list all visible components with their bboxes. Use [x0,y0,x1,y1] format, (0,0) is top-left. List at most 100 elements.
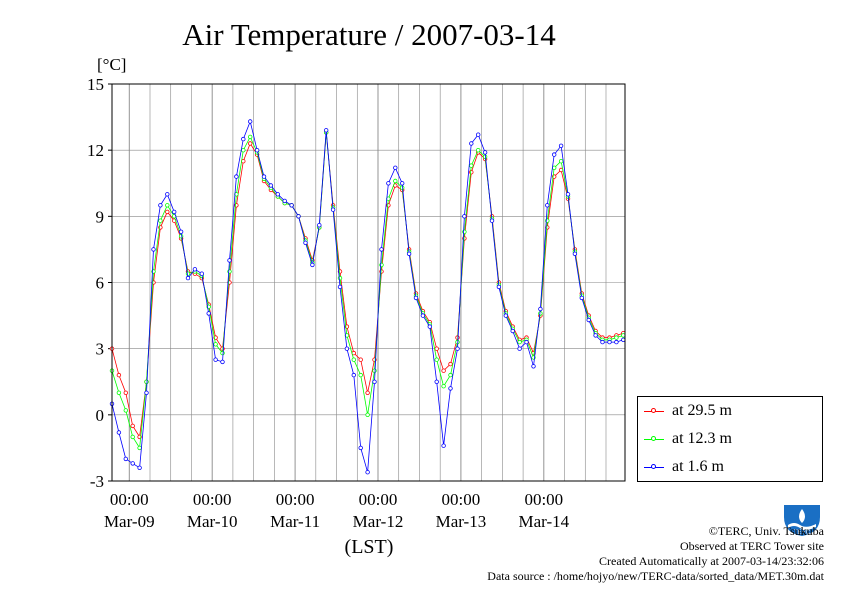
data-point [365,390,370,395]
data-point [337,284,343,290]
data-point [330,207,336,212]
logo-text: TERC [794,530,811,536]
data-point [137,465,142,470]
data-point [199,271,204,276]
data-point [372,379,377,384]
data-point [165,192,170,197]
x-tick-time-label: 00:00 [524,490,563,509]
data-point [400,181,405,186]
data-point [351,372,356,378]
data-point [503,313,508,318]
data-point [165,209,170,215]
data-point [116,372,122,378]
data-point [185,271,191,276]
data-point [393,178,398,184]
data-point [261,174,267,179]
data-point [365,470,370,475]
credits: ©TERC, Univ. Tsukuba Observed at TERC To… [487,524,824,584]
grid-lines [112,84,625,481]
data-point [144,390,149,395]
data-point [586,317,591,323]
data-point [531,364,536,369]
data-point [254,147,260,153]
data-point [220,359,225,365]
series-1 [109,130,626,451]
data-point [552,152,557,157]
data-point [441,384,446,389]
data-point [379,247,384,252]
y-unit-label: [°C] [97,55,126,74]
data-point [545,203,550,208]
data-point [213,342,218,347]
data-point [282,198,287,204]
legend-item-1-6m: at 1.6 m [638,458,724,476]
data-point [351,357,356,362]
data-point [275,192,280,197]
data-point [151,247,156,252]
data-point [434,346,439,351]
data-point [462,214,467,219]
data-point [489,218,495,223]
data-point [406,251,412,256]
data-point [469,141,474,146]
x-axis-label: (LST) [345,536,394,558]
x-tick-time-label: 00:00 [193,490,232,509]
data-point [137,445,142,451]
x-tick-time-label: 00:00 [359,490,398,509]
data-point [476,132,481,137]
y-tick-label: 6 [96,274,105,293]
data-point [393,165,398,170]
x-tick-time-label: 00:00 [110,490,149,509]
data-point [178,229,184,234]
data-point [247,134,253,140]
data-point [600,339,605,345]
created-text: Created Automatically at 2007-03-14/23:3… [599,554,824,568]
legend-swatch-12-3m [644,434,664,444]
x-axis-ticks: 00:00 Mar-09 00:00 Mar-10 00:00 Mar-11 00:00 Ma… [104,490,570,531]
x-tick-day-label: Mar-10 [187,512,238,531]
terc-logo-icon: TERC [784,505,820,536]
data-point [123,390,128,395]
data-point [524,339,529,345]
legend-item-12-3m: at 12.3 m [638,430,732,448]
data-point [303,240,308,245]
data-point [178,233,184,239]
series-2 [109,119,626,475]
data-point [358,357,363,362]
x-tick-time-label: 00:00 [276,490,315,509]
data-point [434,357,439,362]
y-tick-label: -3 [90,472,104,491]
data-point [268,183,274,188]
data-point [365,412,370,417]
data-point [227,258,232,263]
data-point [241,147,246,153]
data-point [247,119,253,124]
data-point [558,158,564,164]
data-point [427,324,432,329]
data-point [558,143,564,148]
data-point [510,328,515,334]
data-point [517,346,522,351]
data-point [441,443,446,448]
data-point [455,346,460,351]
legend-item-29-5m: at 29.5 m [638,402,732,420]
x-tick-day-label: Mar-13 [436,512,487,531]
data-point [469,169,474,175]
plot-frame [111,83,626,482]
series-line [111,132,624,450]
data-point [116,430,122,435]
data-point [448,372,453,378]
data-point [220,350,225,356]
data-point [614,335,619,340]
data-point [227,269,232,274]
data-point [165,203,170,208]
legend-swatch-1-6m [644,462,664,472]
data-point [441,368,446,373]
data-point [386,181,391,186]
data-point [171,209,177,215]
x-tick-time-label: 00:00 [442,490,481,509]
data-point [130,423,135,429]
series-line [111,120,624,473]
data-point [413,295,419,301]
